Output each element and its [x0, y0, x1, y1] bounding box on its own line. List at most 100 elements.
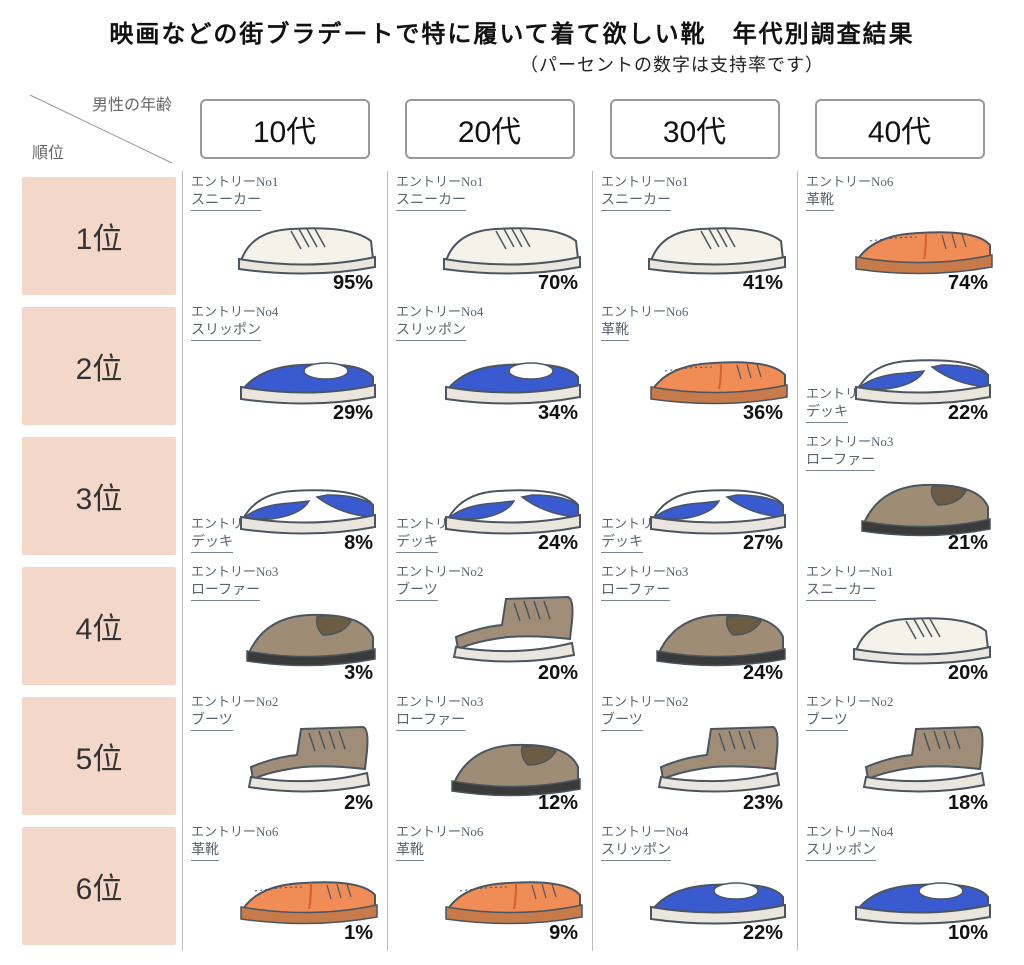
percentage-value: 8%	[344, 532, 373, 555]
rank-label: 2位	[22, 307, 176, 425]
page-title: 映画などの街ブラデートで特に履いて着て欲しい靴 年代別調査結果	[22, 14, 1002, 49]
age-label: 30代	[610, 99, 780, 159]
entry-number: エントリーNo2	[396, 565, 586, 579]
shoe-name: デッキ	[191, 531, 233, 553]
shoe-cell: エントリーNo3 ローファー 21%	[797, 431, 1002, 561]
rank-label: 1位	[22, 177, 176, 295]
sneaker-icon	[231, 201, 381, 279]
rank-label: 6位	[22, 827, 176, 945]
shoe-cell: エントリーNo4 スリッポン 10%	[797, 821, 1002, 951]
deck-icon	[846, 331, 996, 409]
entry-number: エントリーNo6	[601, 305, 791, 319]
entry-number: エントリーNo1	[601, 175, 791, 189]
shoe-name: ブーツ	[601, 709, 643, 731]
percentage-value: 74%	[948, 272, 988, 295]
axis-top-label: 男性の年齢	[92, 91, 172, 115]
deck-icon	[641, 461, 791, 539]
loafer-icon	[641, 591, 791, 669]
percentage-value: 22%	[743, 922, 783, 945]
shoe-name: デッキ	[806, 401, 848, 423]
percentage-value: 41%	[743, 272, 783, 295]
entry-number: エントリーNo3	[806, 435, 996, 449]
entry-number: エントリーNo3	[396, 695, 586, 709]
percentage-value: 24%	[743, 662, 783, 685]
shoe-name: ブーツ	[806, 709, 848, 731]
shoe-name: 革靴	[191, 839, 219, 861]
percentage-value: 24%	[538, 532, 578, 555]
shoe-cell: エントリーNo6 革靴 9%	[387, 821, 592, 951]
shoe-cell: エントリーNo5. デッキ 27%	[592, 431, 797, 561]
shoe-name: 革靴	[601, 319, 629, 341]
shoe-cell: エントリーNo2 ブーツ 18%	[797, 691, 1002, 821]
age-header: 40代	[797, 83, 1002, 171]
percentage-value: 36%	[743, 402, 783, 425]
entry-number: エントリーNo3	[601, 565, 791, 579]
boots-icon	[641, 721, 791, 799]
loafer-icon	[846, 461, 996, 539]
leather-icon	[846, 201, 996, 279]
entry-number: エントリーNo4	[806, 825, 996, 839]
shoe-cell: エントリーNo4 スリッポン 22%	[592, 821, 797, 951]
percentage-value: 1%	[344, 922, 373, 945]
shoe-cell: エントリーNo1 スニーカー 95%	[182, 171, 387, 301]
shoe-cell: エントリーNo5. デッキ 24%	[387, 431, 592, 561]
shoe-cell: エントリーNo5. デッキ 22%	[797, 301, 1002, 431]
rank-label: 4位	[22, 567, 176, 685]
shoe-cell: エントリーNo6 革靴 74%	[797, 171, 1002, 301]
entry-number: エントリーNo6	[806, 175, 996, 189]
shoe-cell: エントリーNo3 ローファー 12%	[387, 691, 592, 821]
leather-icon	[231, 851, 381, 929]
boots-icon	[231, 721, 381, 799]
slipon-icon	[846, 851, 996, 929]
title-block: 映画などの街ブラデートで特に履いて着て欲しい靴 年代別調査結果 （パーセントの数…	[22, 14, 1002, 77]
percentage-value: 9%	[549, 922, 578, 945]
page-subtitle: （パーセントの数字は支持率です）	[342, 51, 1002, 77]
entry-number: エントリーNo2	[806, 695, 996, 709]
entry-number: エントリーNo6	[396, 825, 586, 839]
percentage-value: 20%	[538, 662, 578, 685]
shoe-cell: エントリーNo1 スニーカー 20%	[797, 561, 1002, 691]
shoe-cell: エントリーNo1 スニーカー 41%	[592, 171, 797, 301]
loafer-icon	[231, 591, 381, 669]
sneaker-icon	[436, 201, 586, 279]
shoe-name: ブーツ	[396, 579, 438, 601]
age-header: 30代	[592, 83, 797, 171]
shoe-cell: エントリーNo2 ブーツ 20%	[387, 561, 592, 691]
axis-corner: 男性の年齢 順位	[22, 83, 182, 171]
entry-number: エントリーNo4	[601, 825, 791, 839]
percentage-value: 27%	[743, 532, 783, 555]
entry-number: エントリーNo1	[396, 175, 586, 189]
percentage-value: 12%	[538, 792, 578, 815]
percentage-value: 22%	[948, 402, 988, 425]
shoe-name: デッキ	[601, 531, 643, 553]
percentage-value: 3%	[344, 662, 373, 685]
percentage-value: 2%	[344, 792, 373, 815]
slipon-icon	[231, 331, 381, 409]
age-header: 10代	[182, 83, 387, 171]
sneaker-icon	[846, 591, 996, 669]
shoe-cell: エントリーNo2 ブーツ 23%	[592, 691, 797, 821]
sneaker-icon	[641, 201, 791, 279]
leather-icon	[641, 331, 791, 409]
percentage-value: 18%	[948, 792, 988, 815]
deck-icon	[436, 461, 586, 539]
shoe-cell: エントリーNo3 ローファー 3%	[182, 561, 387, 691]
percentage-value: 20%	[948, 662, 988, 685]
entry-number: エントリーNo3	[191, 565, 381, 579]
shoe-cell: エントリーNo6 革靴 36%	[592, 301, 797, 431]
shoe-name: デッキ	[396, 531, 438, 553]
slipon-icon	[436, 331, 586, 409]
age-label: 20代	[405, 99, 575, 159]
axis-left-label: 順位	[32, 139, 64, 163]
entry-number: エントリーNo4	[191, 305, 381, 319]
entry-number: エントリーNo2	[601, 695, 791, 709]
boots-icon	[846, 721, 996, 799]
infographic-root: 映画などの街ブラデートで特に履いて着て欲しい靴 年代別調査結果 （パーセントの数…	[0, 0, 1024, 965]
shoe-cell: エントリーNo6 革靴 1%	[182, 821, 387, 951]
percentage-value: 95%	[333, 272, 373, 295]
age-header: 20代	[387, 83, 592, 171]
percentage-value: 70%	[538, 272, 578, 295]
percentage-value: 21%	[948, 532, 988, 555]
shoe-cell: エントリーNo4 スリッポン 34%	[387, 301, 592, 431]
shoe-cell: エントリーNo1 スニーカー 70%	[387, 171, 592, 301]
